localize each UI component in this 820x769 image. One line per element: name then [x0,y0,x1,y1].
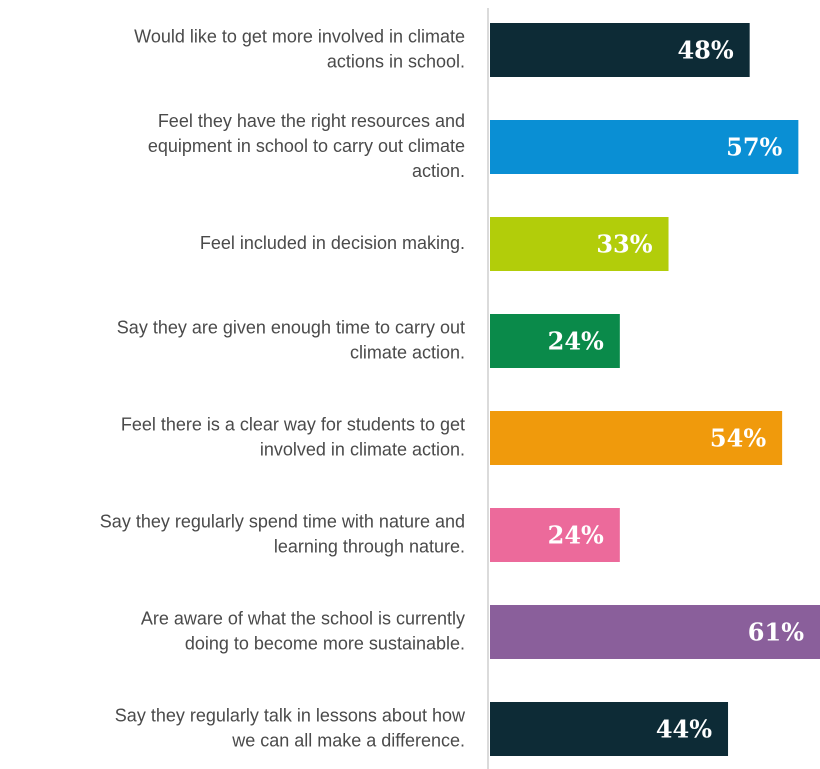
value-label: 54% [710,424,766,453]
bar [490,23,750,77]
category-label: climate action. [350,342,465,362]
bar [490,702,729,756]
value-label: 33% [596,230,652,259]
value-label: 57% [726,133,782,162]
value-label: 61% [748,618,804,647]
value-label: 24% [548,521,604,550]
category-label: Say they are given enough time to carry … [117,317,465,337]
category-label: Feel they have the right resources and [158,111,465,131]
category-label: involved in climate action. [260,439,465,459]
category-label: Say they regularly talk in lessons about… [115,705,466,725]
bar [490,217,669,271]
category-label: action. [412,161,465,181]
value-label: 48% [677,36,733,65]
category-label: Say they regularly spend time with natur… [100,511,465,531]
category-label: actions in school. [327,51,465,71]
value-label: 44% [656,715,712,744]
bar [490,411,783,465]
bar [490,508,620,562]
category-label: Feel included in decision making. [200,233,465,253]
category-label: Are aware of what the school is currentl… [141,608,465,628]
value-label: 24% [548,327,604,356]
bar [490,120,799,174]
category-label: Feel there is a clear way for students t… [121,414,465,434]
bar [490,314,620,368]
category-label: learning through nature. [274,536,465,556]
bar [490,605,820,659]
category-label: equipment in school to carry out climate [148,136,465,156]
category-label: Would like to get more involved in clima… [134,26,465,46]
category-label: doing to become more sustainable. [185,633,465,653]
category-label: we can all make a difference. [231,730,465,750]
